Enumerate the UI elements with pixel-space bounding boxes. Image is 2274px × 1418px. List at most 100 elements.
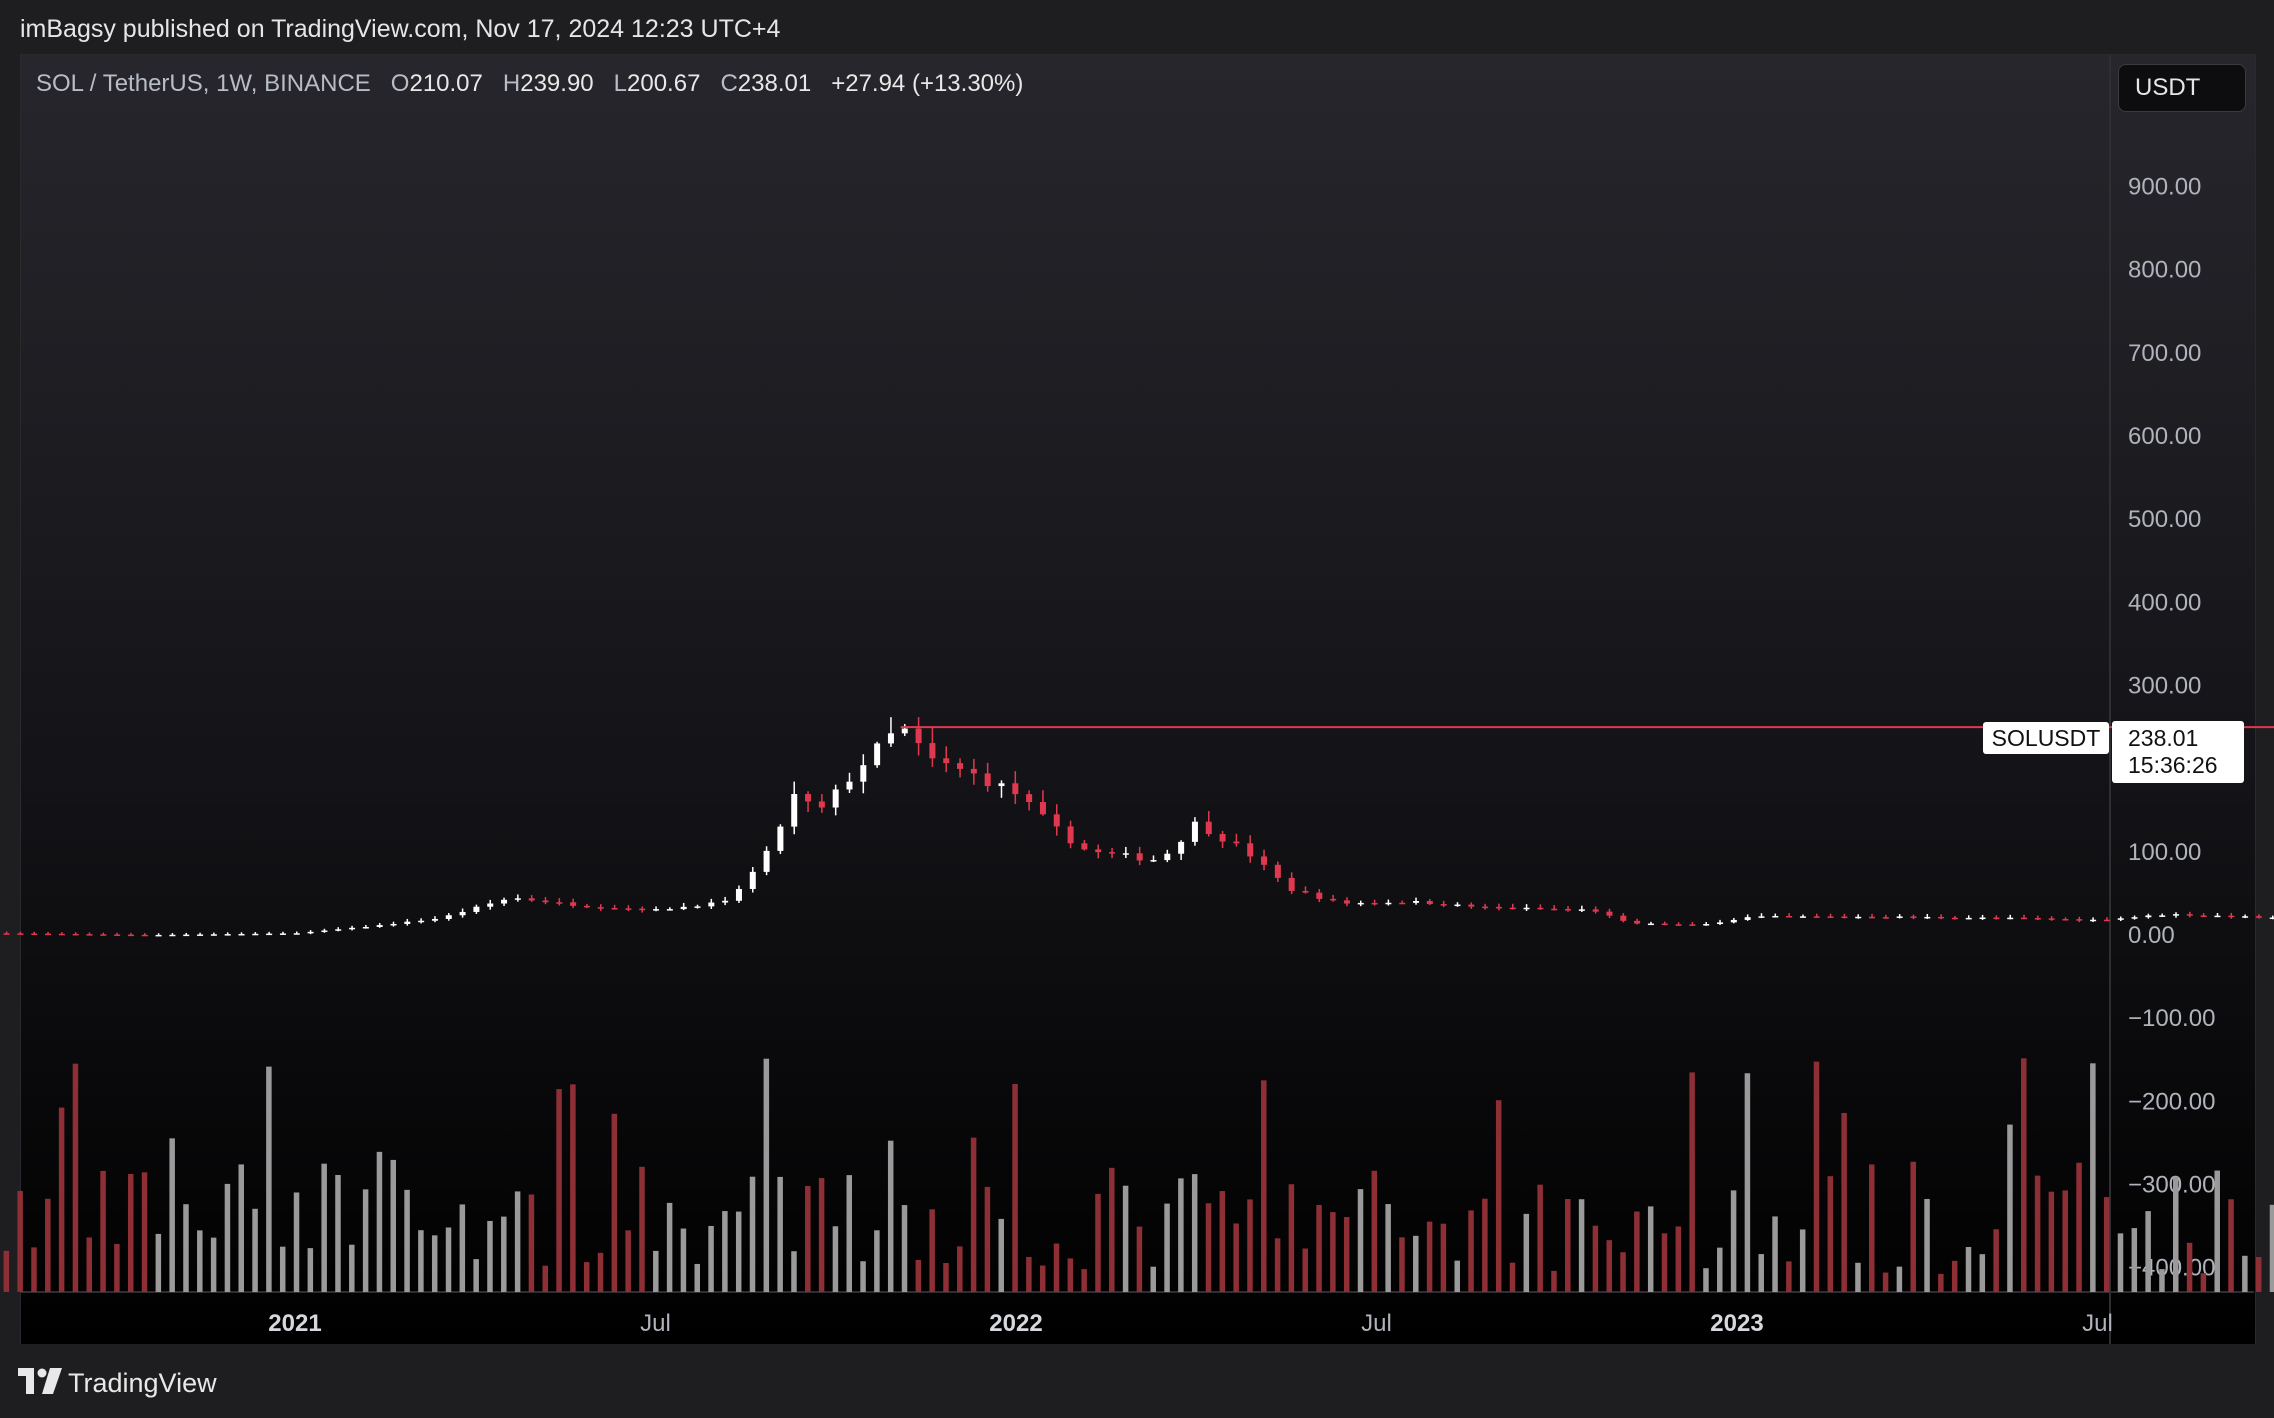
candle-body — [556, 902, 563, 904]
volume-bar — [1634, 1211, 1640, 1292]
candle-body — [1053, 814, 1060, 827]
y-tick-label: −200.00 — [2128, 1088, 2215, 1115]
volume-bar — [72, 1063, 79, 1292]
volume-bar — [1205, 1203, 1212, 1292]
x-tick-label: 2023 — [1710, 1310, 1763, 1337]
volume-bar — [1772, 1216, 1778, 1292]
candle-body — [376, 925, 383, 927]
candle-body — [2159, 915, 2166, 917]
symbol-legend: SOL / TetherUS, 1W, BINANCE O210.07 H239… — [36, 70, 1023, 98]
candle-body — [818, 801, 825, 808]
volume-bar — [1302, 1248, 1308, 1292]
bar-countdown: 15:36:26 — [2128, 752, 2218, 778]
candle-body — [957, 763, 964, 769]
candle-body — [749, 871, 756, 889]
candle-body — [791, 794, 798, 827]
candle-body — [1150, 860, 1157, 862]
volume-bar — [1316, 1205, 1322, 1292]
candle-body — [846, 781, 853, 790]
volume-bar — [2214, 1170, 2220, 1292]
candle-body — [1717, 922, 1724, 925]
volume-bar — [639, 1166, 645, 1292]
candle-body — [1951, 917, 1958, 920]
candle-body — [1869, 916, 1876, 919]
volume-bar — [2145, 1211, 2151, 1292]
chart-panel[interactable] — [20, 54, 2256, 1346]
volume-bar — [846, 1175, 852, 1292]
candle-body — [141, 934, 148, 937]
candle-body — [390, 923, 397, 926]
volume-bar — [1026, 1256, 1032, 1292]
volume-bar — [2117, 1233, 2124, 1292]
candle-body — [1205, 821, 1212, 835]
candle-body — [1495, 906, 1502, 909]
candle-body — [611, 907, 618, 910]
candle-body — [1136, 853, 1143, 861]
candle-body — [1316, 892, 1323, 899]
volume-bar — [17, 1190, 23, 1292]
volume-bar — [1095, 1193, 1101, 1292]
candle-body — [1606, 911, 1613, 916]
volume-bar — [86, 1237, 93, 1292]
candle-body — [1385, 902, 1392, 905]
close-label: C — [720, 70, 738, 97]
volume-bar — [1454, 1260, 1460, 1292]
volume-bar — [2255, 1257, 2262, 1292]
volume-bar — [1730, 1190, 1737, 1292]
candle-body — [943, 758, 950, 764]
candle-body — [210, 934, 217, 936]
candle-body — [3, 933, 10, 935]
candle-body — [1178, 841, 1185, 854]
volume-bar — [1274, 1238, 1281, 1292]
volume-bar — [1426, 1221, 1433, 1292]
tradingview-brand[interactable]: TradingView — [68, 1368, 217, 1398]
candle-body — [1109, 852, 1116, 854]
volume-bar — [390, 1159, 397, 1292]
candle-body — [735, 888, 742, 901]
volume-bar — [1758, 1254, 1764, 1292]
tradingview-logo-icon[interactable] — [18, 1368, 62, 1394]
volume-bar — [680, 1228, 687, 1292]
volume-bar — [2007, 1124, 2013, 1292]
volume-bar — [2173, 1176, 2179, 1292]
volume-bar — [805, 1185, 811, 1292]
volume-bar — [487, 1220, 493, 1292]
candle-body — [583, 905, 590, 908]
y-tick-label: 100.00 — [2128, 839, 2201, 866]
volume-bar — [1053, 1243, 1060, 1292]
volume-bar — [1965, 1247, 1972, 1292]
candle-body — [1039, 802, 1046, 815]
candle-body — [1910, 916, 1917, 918]
candle-body — [2131, 917, 2138, 919]
candle-body — [2034, 918, 2041, 920]
y-tick-label: 300.00 — [2128, 672, 2201, 699]
candle-body — [1965, 917, 1972, 920]
candle-body — [279, 933, 286, 935]
volume-bar — [749, 1176, 756, 1292]
candle-body — [2228, 915, 2235, 918]
volume-bar — [1482, 1198, 1488, 1292]
candle-body — [31, 933, 38, 935]
candle-body — [307, 931, 314, 934]
volume-bar — [210, 1237, 217, 1292]
candle-body — [197, 934, 204, 936]
volume-bar — [362, 1189, 369, 1292]
y-tick-label: 600.00 — [2128, 423, 2201, 450]
volume-bar — [141, 1172, 148, 1292]
candle-body — [2255, 916, 2262, 918]
candles-group — [3, 717, 2274, 937]
volume-bar — [611, 1113, 618, 1292]
volume-group — [3, 1058, 2274, 1292]
candle-body — [970, 768, 977, 774]
candle-body — [45, 933, 52, 936]
candle-body — [1551, 908, 1558, 911]
publisher-bar: imBagsy published on TradingView.com, No… — [0, 0, 2274, 54]
candle-body — [639, 908, 646, 911]
currency-button[interactable]: USDT — [2118, 64, 2246, 112]
volume-bar — [1620, 1252, 1626, 1292]
candle-body — [501, 899, 508, 904]
volume-bar — [984, 1186, 991, 1292]
volume-bar — [887, 1140, 894, 1292]
volume-bar — [1896, 1266, 1903, 1292]
